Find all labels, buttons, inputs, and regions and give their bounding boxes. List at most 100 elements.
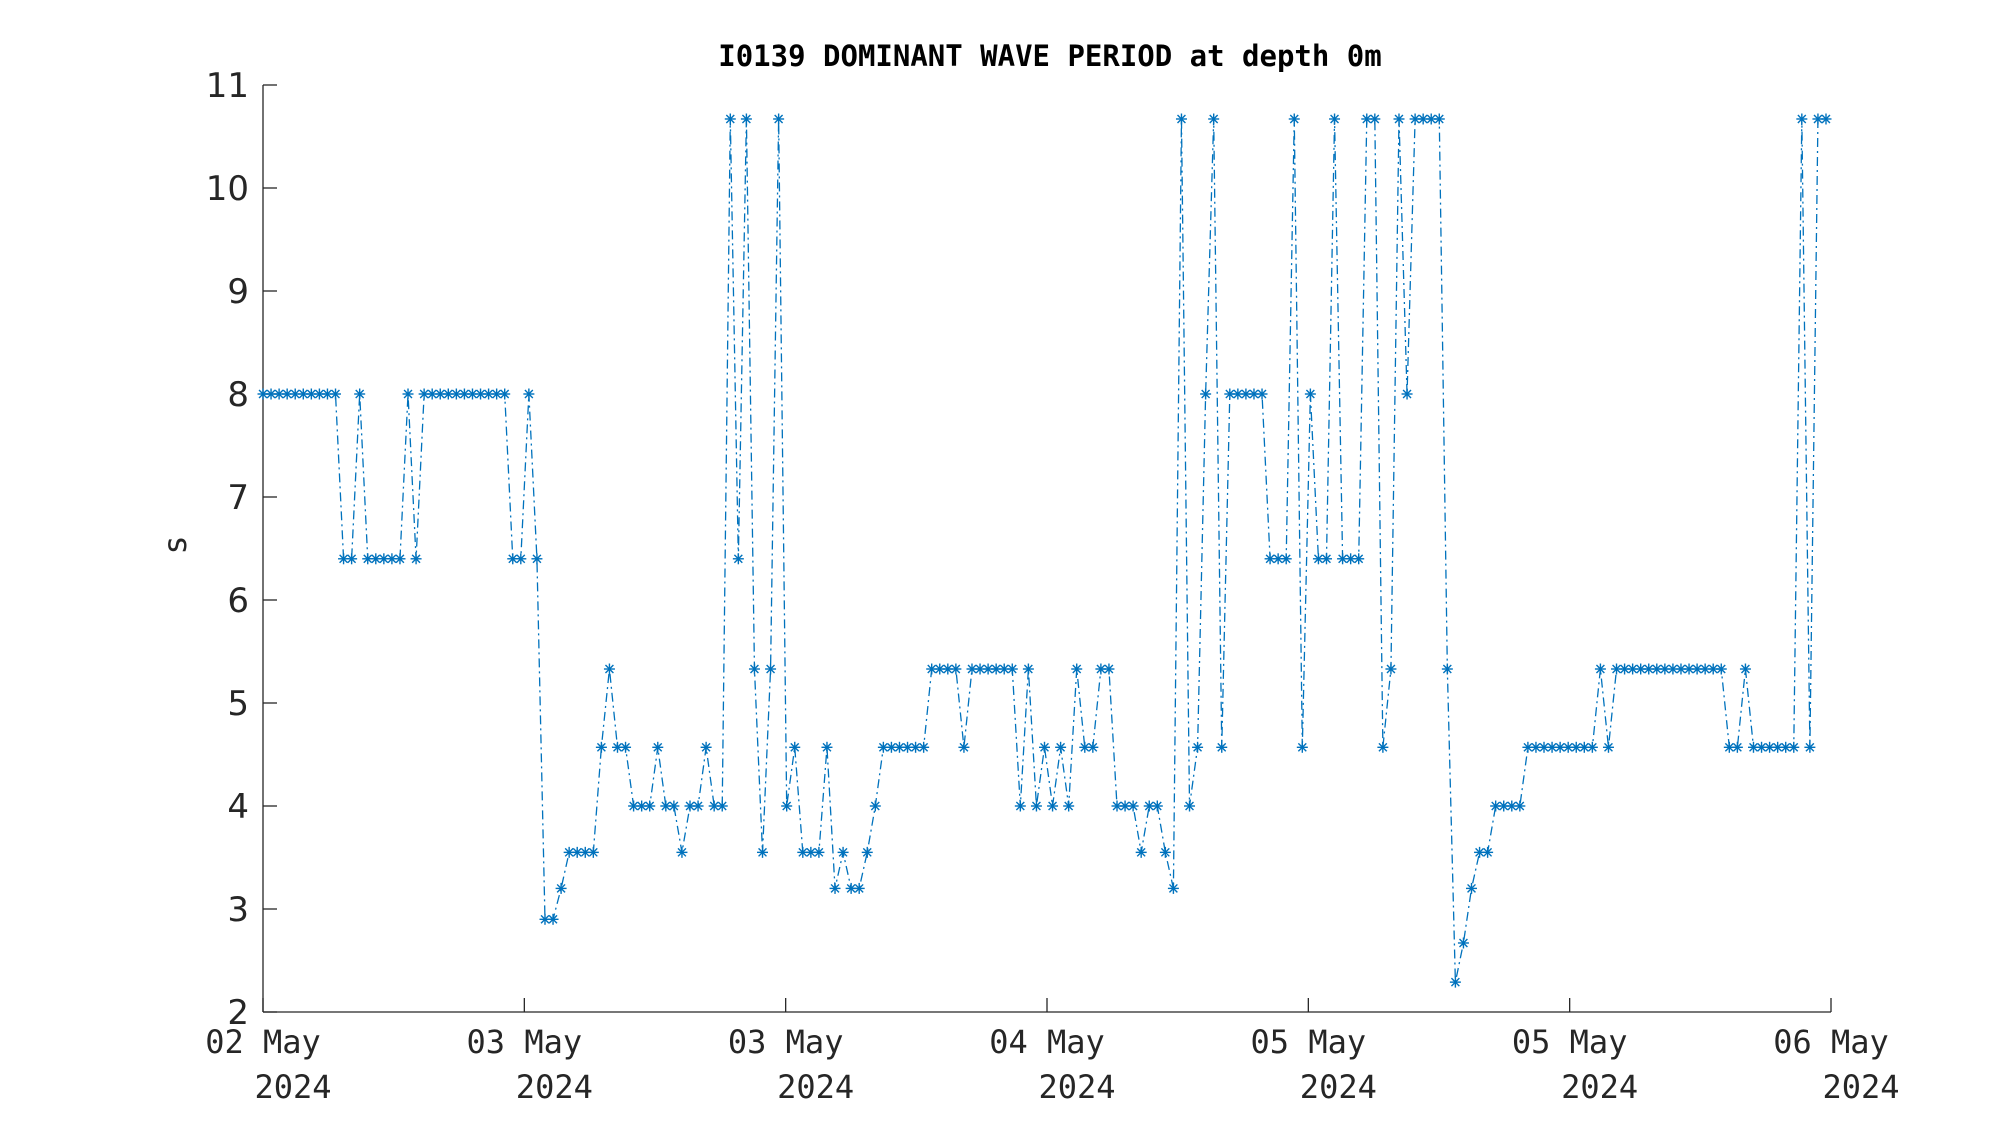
marker-stroke bbox=[1612, 664, 1621, 674]
marker-stroke bbox=[1467, 883, 1476, 893]
data-point bbox=[861, 846, 873, 858]
marker-stroke bbox=[943, 664, 953, 674]
marker-stroke bbox=[1297, 742, 1307, 752]
data-point bbox=[748, 663, 760, 675]
data-point bbox=[1586, 741, 1598, 753]
axes: 2 3 4 5 6 7 8 9 10 11 02 May 2024 03 May 2024 03 May 20… bbox=[205, 66, 1899, 1106]
marker-stroke bbox=[1088, 742, 1098, 752]
data-point bbox=[1441, 663, 1453, 675]
marker-stroke bbox=[363, 554, 373, 564]
data-point bbox=[1659, 663, 1671, 675]
marker-stroke bbox=[1233, 389, 1243, 399]
marker-stroke bbox=[1112, 801, 1122, 811]
marker-stroke bbox=[1700, 664, 1710, 674]
data-point bbox=[1683, 663, 1695, 675]
marker-stroke bbox=[1096, 664, 1106, 674]
marker-stroke bbox=[1789, 742, 1799, 752]
data-point bbox=[515, 553, 527, 565]
marker-stroke bbox=[1040, 742, 1049, 752]
marker-stroke bbox=[1644, 664, 1654, 674]
series-line bbox=[263, 118, 1826, 983]
data-point bbox=[555, 882, 567, 894]
data-point bbox=[1594, 663, 1606, 675]
marker-stroke bbox=[314, 389, 324, 399]
data-point bbox=[757, 846, 769, 858]
marker-stroke bbox=[1281, 554, 1291, 564]
marker-stroke bbox=[1160, 847, 1170, 857]
data-point bbox=[1514, 800, 1526, 812]
marker-stroke bbox=[1426, 114, 1436, 124]
x-tick-label-date: 03 May bbox=[467, 1023, 583, 1061]
marker-stroke bbox=[766, 664, 776, 674]
data-point bbox=[950, 663, 962, 675]
data-point bbox=[1353, 553, 1365, 565]
marker-stroke bbox=[1620, 664, 1630, 674]
marker-stroke bbox=[540, 914, 550, 924]
marker-stroke bbox=[959, 742, 969, 752]
data-point bbox=[531, 553, 543, 565]
marker-stroke bbox=[701, 742, 711, 752]
marker-stroke bbox=[790, 742, 800, 752]
data-point bbox=[644, 800, 656, 812]
marker-stroke bbox=[1031, 801, 1041, 811]
data-point bbox=[797, 846, 809, 858]
data-point bbox=[1457, 937, 1469, 949]
data-point bbox=[1216, 741, 1228, 753]
data-point bbox=[410, 553, 422, 565]
data-point bbox=[781, 800, 793, 812]
data-point bbox=[773, 113, 785, 125]
marker-stroke bbox=[1362, 114, 1372, 124]
data-point bbox=[595, 741, 607, 753]
x-tick-label-date: 03 May bbox=[728, 1023, 844, 1061]
data-point bbox=[692, 800, 704, 812]
marker-stroke bbox=[1563, 742, 1573, 752]
data-point bbox=[652, 741, 664, 753]
marker-stroke bbox=[1579, 742, 1589, 752]
marker-stroke bbox=[1595, 664, 1605, 674]
data-point bbox=[789, 741, 801, 753]
marker-stroke bbox=[1007, 664, 1017, 674]
marker-stroke bbox=[1410, 114, 1420, 124]
marker-stroke bbox=[806, 847, 816, 857]
marker-stroke bbox=[822, 742, 832, 752]
marker-stroke bbox=[725, 114, 735, 124]
marker-stroke bbox=[1193, 742, 1203, 752]
marker-stroke bbox=[459, 389, 469, 399]
marker-stroke bbox=[1305, 389, 1315, 399]
marker-stroke bbox=[266, 389, 276, 399]
marker-stroke bbox=[733, 554, 743, 564]
marker-stroke bbox=[677, 847, 687, 857]
marker-stroke bbox=[339, 554, 349, 564]
marker-stroke bbox=[1177, 114, 1186, 124]
marker-stroke bbox=[669, 801, 679, 811]
x-tick-label-date: 06 May bbox=[1773, 1023, 1889, 1061]
marker-stroke bbox=[814, 847, 824, 857]
marker-stroke bbox=[1475, 847, 1485, 857]
data-point bbox=[1167, 882, 1179, 894]
marker-stroke bbox=[967, 664, 977, 674]
marker-stroke bbox=[1708, 664, 1718, 674]
data-point bbox=[354, 388, 366, 400]
data-point bbox=[684, 800, 696, 812]
data-point bbox=[1482, 846, 1494, 858]
marker-stroke bbox=[1257, 389, 1267, 399]
data-point bbox=[982, 663, 994, 675]
marker-stroke bbox=[1418, 114, 1428, 124]
marker-stroke bbox=[1249, 389, 1259, 399]
marker-stroke bbox=[1394, 114, 1404, 124]
data-point bbox=[716, 800, 728, 812]
marker-stroke bbox=[508, 554, 518, 564]
x-tick-label-date: 05 May bbox=[1512, 1023, 1628, 1061]
data-point bbox=[837, 846, 849, 858]
marker-stroke bbox=[685, 801, 695, 811]
marker-stroke bbox=[1144, 801, 1154, 811]
data-point bbox=[1184, 800, 1196, 812]
marker-stroke bbox=[1732, 742, 1742, 752]
data-point bbox=[1780, 741, 1792, 753]
marker-stroke bbox=[604, 664, 614, 674]
y-tick-label: 11 bbox=[206, 66, 249, 106]
marker-stroke bbox=[1740, 664, 1750, 674]
y-tick-label: 5 bbox=[227, 684, 249, 724]
marker-stroke bbox=[1458, 938, 1468, 948]
